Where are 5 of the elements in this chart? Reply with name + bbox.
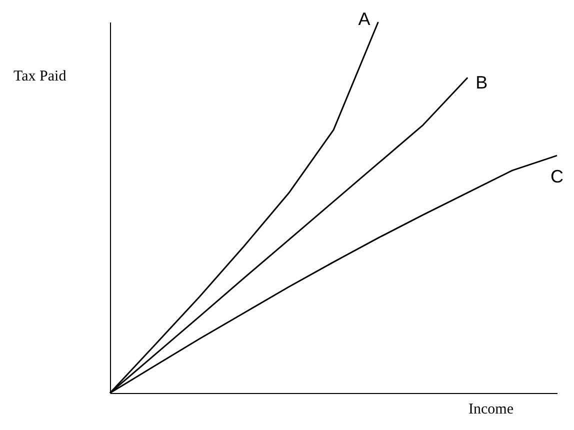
series-label: A	[358, 9, 370, 29]
x-axis-title: Income	[468, 402, 514, 418]
y-axis-title: Tax Paid	[14, 68, 67, 84]
series-label: C	[550, 166, 564, 187]
series-label: B	[476, 72, 488, 93]
